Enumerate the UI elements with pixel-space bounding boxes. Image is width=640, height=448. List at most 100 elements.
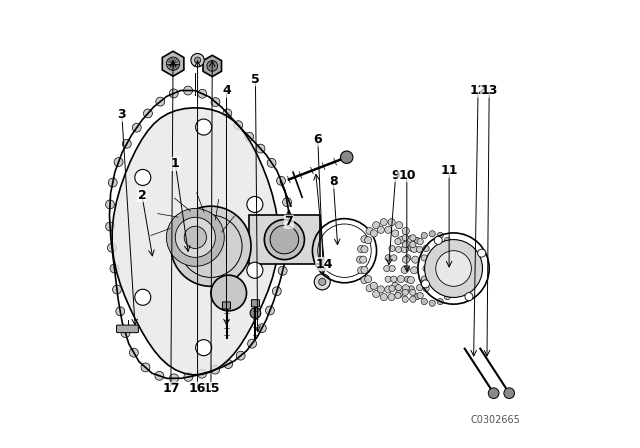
Circle shape [410, 296, 416, 302]
Circle shape [358, 267, 365, 274]
Circle shape [358, 246, 365, 253]
Circle shape [396, 246, 402, 253]
Circle shape [121, 329, 130, 337]
Circle shape [106, 222, 115, 231]
Circle shape [170, 89, 178, 98]
Circle shape [402, 241, 408, 248]
Text: 4: 4 [222, 84, 231, 97]
Circle shape [170, 374, 179, 383]
Circle shape [361, 246, 368, 253]
Circle shape [444, 293, 451, 300]
Text: 15: 15 [202, 382, 220, 395]
Circle shape [372, 222, 380, 229]
Circle shape [385, 276, 391, 282]
Circle shape [195, 57, 201, 63]
Circle shape [247, 262, 263, 278]
Circle shape [410, 235, 416, 241]
Text: C0302665: C0302665 [471, 415, 521, 425]
Circle shape [402, 235, 408, 241]
Text: 14: 14 [316, 258, 333, 271]
Circle shape [454, 254, 460, 261]
Circle shape [385, 255, 391, 261]
Circle shape [171, 206, 251, 286]
Circle shape [455, 265, 461, 271]
Circle shape [477, 249, 486, 257]
Text: 6: 6 [314, 133, 322, 146]
Circle shape [141, 363, 150, 372]
Circle shape [244, 132, 253, 141]
Circle shape [444, 237, 451, 244]
Circle shape [411, 267, 418, 274]
Circle shape [198, 89, 207, 98]
Text: 7: 7 [284, 215, 293, 228]
Polygon shape [249, 215, 320, 264]
Circle shape [114, 158, 123, 167]
Circle shape [234, 121, 243, 129]
Circle shape [361, 276, 368, 284]
Circle shape [135, 169, 151, 185]
Circle shape [267, 159, 276, 167]
Circle shape [256, 144, 265, 153]
Text: 9: 9 [392, 168, 400, 181]
Circle shape [421, 298, 428, 305]
Circle shape [122, 139, 131, 148]
Circle shape [184, 226, 207, 249]
Circle shape [392, 230, 399, 237]
Circle shape [401, 246, 408, 253]
Circle shape [380, 219, 387, 226]
Circle shape [401, 267, 408, 274]
Polygon shape [112, 108, 278, 375]
Circle shape [403, 265, 410, 271]
Circle shape [396, 284, 402, 291]
Circle shape [402, 289, 408, 296]
Circle shape [427, 276, 433, 282]
Circle shape [224, 360, 232, 369]
Circle shape [380, 293, 387, 301]
Circle shape [166, 208, 224, 266]
Circle shape [273, 287, 281, 296]
Circle shape [437, 233, 444, 239]
Circle shape [360, 256, 367, 263]
Circle shape [429, 300, 435, 306]
Circle shape [191, 53, 204, 67]
Circle shape [402, 228, 410, 235]
Circle shape [340, 151, 353, 164]
Circle shape [155, 371, 164, 380]
Circle shape [421, 255, 428, 261]
Circle shape [385, 286, 392, 293]
Circle shape [198, 369, 207, 378]
Circle shape [402, 284, 410, 292]
Circle shape [389, 265, 396, 271]
Circle shape [395, 293, 401, 299]
Circle shape [108, 243, 116, 252]
Circle shape [196, 119, 212, 135]
Circle shape [504, 388, 515, 399]
Circle shape [402, 296, 408, 302]
Circle shape [410, 241, 416, 248]
Circle shape [417, 246, 422, 253]
Circle shape [211, 98, 220, 107]
Polygon shape [163, 51, 184, 76]
Circle shape [403, 256, 410, 263]
Text: 10: 10 [398, 168, 415, 181]
Circle shape [437, 298, 444, 305]
Circle shape [276, 177, 285, 185]
Circle shape [427, 255, 433, 261]
Circle shape [434, 237, 442, 245]
Circle shape [404, 254, 411, 261]
Text: 13: 13 [481, 84, 498, 97]
Circle shape [388, 293, 395, 301]
Circle shape [396, 290, 403, 297]
Text: 8: 8 [329, 175, 338, 188]
Circle shape [175, 217, 216, 258]
Circle shape [250, 308, 260, 319]
Circle shape [366, 228, 373, 235]
Circle shape [314, 274, 330, 290]
Circle shape [356, 256, 364, 263]
Circle shape [408, 286, 415, 292]
Circle shape [257, 324, 266, 333]
Circle shape [407, 276, 415, 284]
Text: 16: 16 [189, 382, 206, 395]
Circle shape [390, 276, 397, 282]
FancyBboxPatch shape [223, 302, 230, 309]
